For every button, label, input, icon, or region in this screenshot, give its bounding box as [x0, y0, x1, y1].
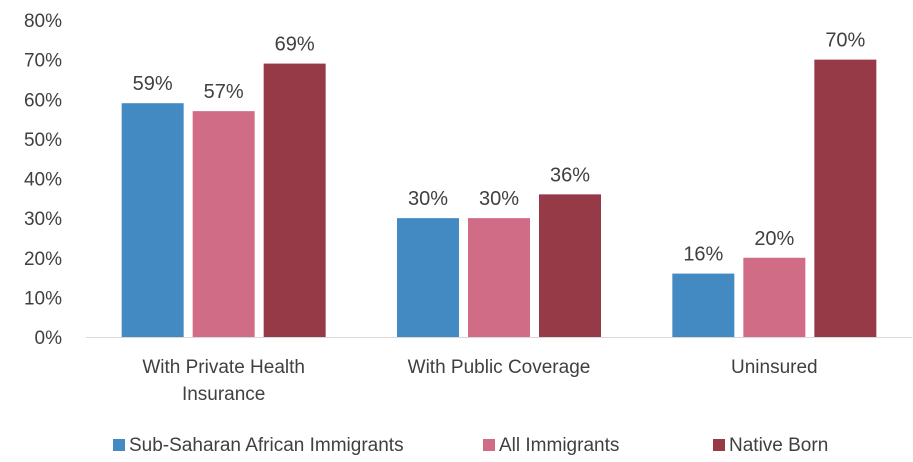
legend-swatch: [113, 439, 125, 451]
bar: [539, 194, 601, 337]
bars: [121, 59, 877, 338]
category-label: Insurance: [182, 384, 265, 405]
bar: [468, 218, 530, 337]
legend-swatch: [483, 439, 495, 451]
y-tick-label: 70%: [24, 51, 62, 72]
y-tick-label: 10%: [24, 288, 62, 309]
y-tick-label: 50%: [24, 130, 62, 151]
data-label: 16%: [683, 244, 723, 266]
bar: [397, 218, 459, 337]
y-tick-label: 40%: [24, 170, 62, 191]
legend: Sub-Saharan African Immigrants All Immigr…: [113, 435, 828, 456]
y-tick-label: 30%: [24, 209, 62, 230]
category-label: Uninsured: [731, 357, 818, 378]
y-tick-label: 80%: [24, 11, 62, 32]
y-tick-label: 60%: [24, 90, 62, 111]
data-label: 30%: [479, 188, 519, 210]
bar: [814, 59, 877, 337]
data-label: 20%: [754, 228, 794, 250]
y-tick-label: 0%: [35, 328, 63, 349]
data-labels: 59% 57% 69% 30% 30% 36% 16% 20% 70%: [133, 30, 866, 266]
data-label: 36%: [550, 164, 590, 186]
legend-label: All Immigrants: [499, 435, 619, 456]
category-labels: With Private Health Insurance With Public …: [142, 357, 817, 405]
bar: [121, 103, 184, 338]
bar: [263, 63, 326, 338]
bar: [672, 273, 735, 337]
data-label: 57%: [204, 81, 244, 103]
data-label: 69%: [275, 34, 315, 56]
y-tick-label: 20%: [24, 249, 62, 270]
category-label: With Public Coverage: [408, 357, 591, 378]
data-label: 30%: [408, 188, 448, 210]
legend-swatch: [713, 439, 725, 451]
y-axis-ticks: 0% 10% 20% 30% 40% 50% 60% 70% 80%: [24, 11, 62, 349]
bar: [192, 111, 255, 337]
bar: [743, 257, 806, 337]
data-label: 70%: [825, 30, 865, 52]
legend-label: Sub-Saharan African Immigrants: [129, 435, 404, 456]
data-label: 59%: [133, 73, 173, 95]
category-label: With Private Health: [142, 357, 305, 378]
legend-label: Native Born: [729, 435, 828, 456]
